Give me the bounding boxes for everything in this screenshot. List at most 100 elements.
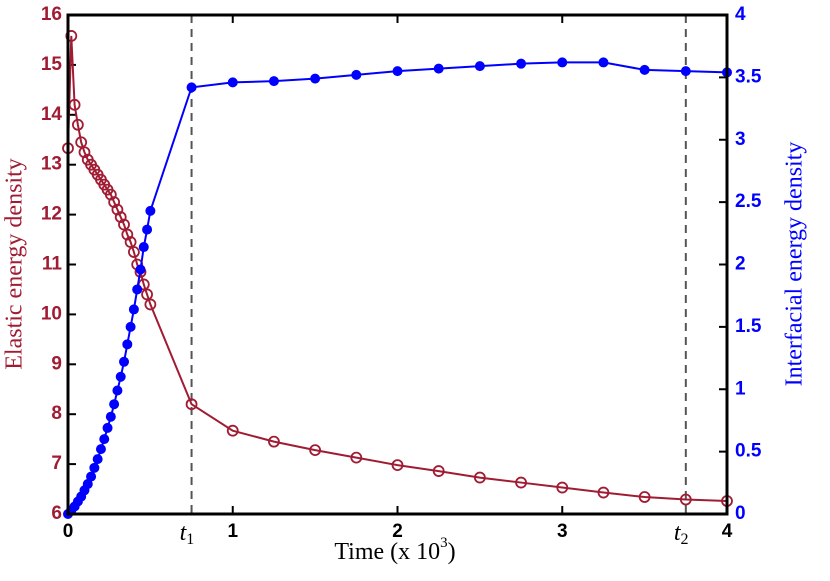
data-point	[474, 61, 485, 72]
data-point	[638, 491, 651, 503]
data-point	[138, 242, 149, 253]
data-point	[135, 264, 146, 275]
series-line	[67, 35, 728, 503]
data-point	[99, 434, 110, 445]
data-point	[111, 203, 124, 216]
y2-tick-label: 3	[735, 129, 746, 150]
data-point	[515, 476, 527, 489]
data-point	[75, 136, 88, 149]
data-point	[128, 304, 139, 315]
data-point	[119, 356, 130, 367]
data-point	[597, 486, 610, 499]
data-point	[351, 69, 362, 80]
data-point	[680, 66, 691, 77]
data-point	[114, 211, 127, 223]
series-line	[67, 61, 728, 515]
data-point	[95, 444, 106, 455]
data-point	[144, 298, 157, 311]
y-tick-label: 16	[41, 4, 62, 25]
plot-frame	[66, 13, 729, 516]
y2-tick-label: 4	[735, 4, 746, 25]
x-axis-label: Time (x 103)	[334, 535, 455, 564]
y2-tick-label: 3.5	[735, 66, 762, 87]
data-point	[145, 205, 156, 216]
data-point	[391, 459, 404, 471]
y-tick-label: 7	[51, 453, 62, 474]
data-point	[268, 76, 279, 87]
data-point	[433, 63, 444, 74]
data-point	[124, 236, 137, 248]
x-tick-label: 0	[63, 521, 74, 542]
data-point	[432, 465, 445, 477]
data-point	[78, 146, 91, 159]
data-point	[309, 444, 322, 457]
data-point	[392, 66, 403, 77]
data-point	[679, 493, 692, 506]
y-tick-label: 14	[41, 104, 63, 125]
data-point	[350, 451, 363, 464]
data-point	[557, 57, 568, 68]
annotation-label: t1	[180, 520, 195, 548]
data-point	[102, 422, 113, 433]
data-point	[141, 288, 153, 301]
x-label-sup: 3	[440, 535, 448, 551]
data-point	[68, 98, 81, 111]
y-tick-label: 10	[41, 303, 62, 324]
annotation-label: t2	[674, 520, 689, 548]
x-label-end: )	[448, 539, 456, 565]
x-tick-label: 2	[392, 521, 403, 542]
data-point	[598, 57, 609, 68]
x-tick-label: 4	[722, 521, 733, 542]
data-point	[122, 339, 133, 350]
y-tick-label: 11	[42, 254, 63, 275]
x-label-main: Time (x 10	[334, 539, 440, 565]
y2-tick-label: 0	[735, 503, 746, 524]
data-point	[105, 411, 116, 422]
data-point	[142, 224, 153, 235]
x-tick-label: 3	[557, 521, 568, 542]
y-tick-label: 12	[41, 204, 62, 225]
data-point	[65, 30, 78, 42]
y-axis-label: Elastic energy density	[2, 158, 28, 370]
y2-axis-label: Interfacial energy density	[782, 142, 808, 387]
data-point	[473, 471, 486, 484]
data-point	[125, 321, 136, 332]
data-point	[127, 246, 140, 258]
annotation-t: t	[674, 520, 682, 546]
data-point	[115, 371, 126, 382]
data-point	[185, 398, 198, 411]
data-point	[186, 82, 197, 93]
y-tick-label: 8	[51, 403, 62, 424]
data-point	[227, 77, 238, 88]
annotation-sub: 1	[186, 531, 194, 548]
data-point	[121, 228, 134, 241]
data-point	[268, 435, 280, 448]
data-point	[92, 454, 103, 465]
data-point	[71, 118, 84, 131]
data-point	[104, 188, 117, 201]
data-point	[556, 481, 569, 494]
y-tick-label: 15	[41, 54, 63, 75]
y2-tick-label: 1	[735, 378, 746, 399]
data-point	[226, 424, 239, 437]
y2-tick-label: 0.5	[735, 441, 762, 462]
data-point	[86, 471, 97, 482]
data-point	[639, 64, 650, 75]
data-point	[132, 284, 143, 295]
y-tick-label: 9	[51, 353, 62, 374]
y-tick-label: 6	[51, 503, 62, 524]
data-point	[109, 399, 120, 410]
annotation-t: t	[180, 520, 188, 546]
data-point	[112, 385, 123, 396]
annotation-sub: 2	[680, 531, 688, 548]
data-point	[89, 462, 100, 473]
x-tick-label: 1	[227, 521, 238, 542]
y2-tick-label: 1.5	[735, 316, 762, 337]
y2-tick-label: 2.5	[735, 191, 762, 212]
data-point	[310, 73, 321, 84]
y2-tick-label: 2	[735, 254, 746, 275]
data-point	[118, 218, 130, 231]
data-point	[108, 196, 121, 209]
data-point	[516, 58, 527, 69]
